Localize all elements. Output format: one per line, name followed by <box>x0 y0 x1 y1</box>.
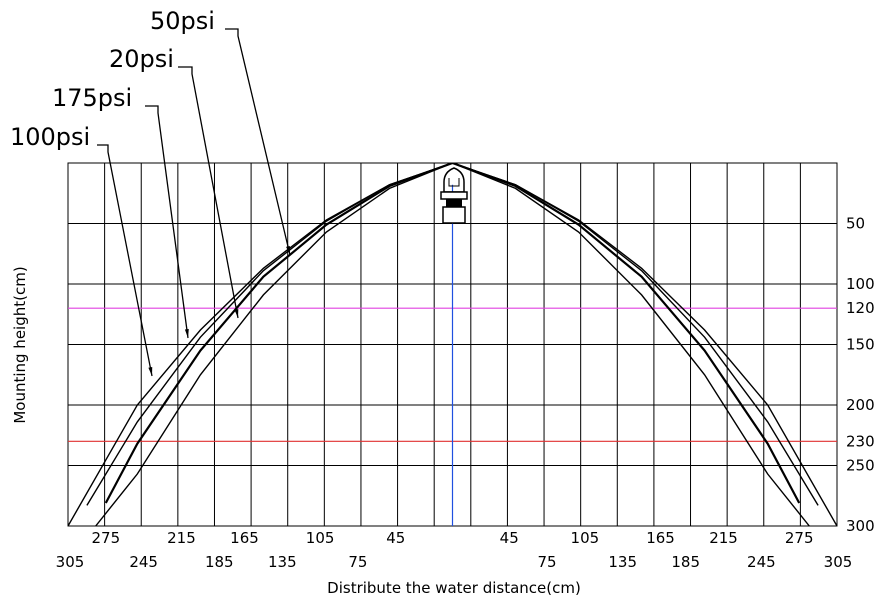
x-tick-label: 105 <box>571 529 600 547</box>
y-tick-label: 150 <box>846 336 875 354</box>
x-tick-label: 185 <box>671 553 700 571</box>
x-tick-label: 245 <box>747 553 776 571</box>
leader-arrow <box>234 309 239 318</box>
y-tick-label: 100 <box>846 275 875 293</box>
x-tick-label: 165 <box>230 529 259 547</box>
y-tick-label: 200 <box>846 396 875 414</box>
x-tick-label: 105 <box>306 529 335 547</box>
label-50psi: 50psi <box>150 7 215 35</box>
y-tick-label: 230 <box>846 432 875 450</box>
leader-50psi <box>225 28 291 256</box>
x-tick-label: 75 <box>538 553 557 571</box>
label-20psi: 20psi <box>109 45 174 73</box>
curve-175psi <box>86 163 819 506</box>
label-100psi: 100psi <box>10 123 90 151</box>
y-tick-label: 50 <box>846 215 865 233</box>
x-tick-label: 245 <box>129 553 158 571</box>
x-tick-label: 135 <box>608 553 637 571</box>
y-tick-label: 300 <box>846 517 875 535</box>
x-tick-label: 215 <box>709 529 738 547</box>
x-tick-label: 75 <box>348 553 367 571</box>
x-tick-label: 305 <box>56 553 85 571</box>
x-axis-label: Distribute the water distance(cm) <box>327 579 581 597</box>
y-tick-label: 250 <box>846 457 875 475</box>
leader-arrow <box>184 329 189 338</box>
x-tick-label: 185 <box>205 553 234 571</box>
label-leaders <box>97 28 291 377</box>
leader-arrow <box>286 246 290 255</box>
curve-100psi <box>68 163 837 526</box>
leader-175psi <box>145 105 189 339</box>
x-tick-label: 165 <box>646 529 675 547</box>
y-tick-labels: 50 100 120 150 200 230 250 300 <box>846 215 875 536</box>
curve-20psi <box>95 163 810 526</box>
x-tick-label: 215 <box>167 529 196 547</box>
x-tick-label: 275 <box>785 529 814 547</box>
x-tick-label: 45 <box>386 529 405 547</box>
nozzle-icon <box>440 167 468 224</box>
x-tick-label: 45 <box>500 529 519 547</box>
y-axis-label: Mounting height(cm) <box>11 266 29 423</box>
spray-curves <box>68 163 837 526</box>
curve-50psi <box>104 163 801 504</box>
pressure-labels: 50psi 20psi 175psi 100psi <box>10 7 215 151</box>
leader-arrow <box>148 367 153 376</box>
x-tick-label: 135 <box>268 553 297 571</box>
reference-lines <box>68 184 837 526</box>
label-175psi: 175psi <box>52 84 132 112</box>
x-tick-label: 275 <box>91 529 120 547</box>
leader-20psi <box>178 66 239 319</box>
x-tick-label: 305 <box>824 553 853 571</box>
y-tick-label: 120 <box>846 299 875 317</box>
x-tick-labels: 275 215 165 105 45 45 105 165 215 275 305 245 185 135… <box>56 529 853 571</box>
leader-100psi <box>97 144 153 377</box>
